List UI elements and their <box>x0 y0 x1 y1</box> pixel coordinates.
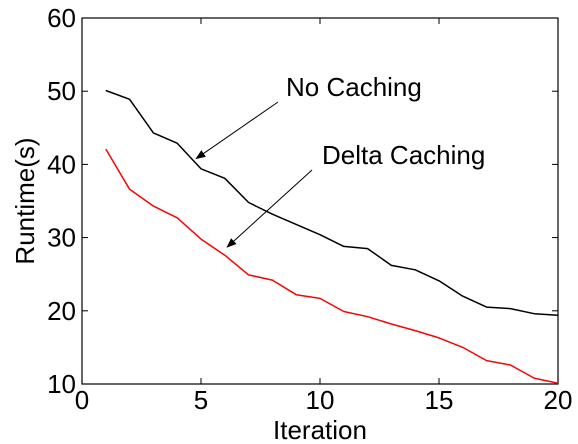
series-lines <box>105 89 559 385</box>
y-tick-label: 30 <box>47 223 76 253</box>
x-tick-label: 10 <box>306 385 335 415</box>
annotation-arrow <box>195 101 279 160</box>
y-tick-label: 50 <box>47 76 76 106</box>
x-tick-label: 20 <box>544 385 573 415</box>
annotation-label: No Caching <box>286 72 422 102</box>
axis-ticks: 0 5 10 15 20 10 20 30 40 50 60 <box>47 3 572 415</box>
y-tick-label: 20 <box>47 296 76 326</box>
y-tick-label: 60 <box>47 3 76 33</box>
y-tick-label: 10 <box>47 369 76 399</box>
y-tick-label: 40 <box>47 149 76 179</box>
x-tick-label: 15 <box>425 385 454 415</box>
annotation-label: Delta Caching <box>322 140 485 170</box>
x-tick-label: 5 <box>194 385 208 415</box>
annotations: No Caching Delta Caching <box>195 72 485 248</box>
y-axis-label: Runtime(s) <box>10 137 40 264</box>
series-line-no-caching <box>105 89 559 316</box>
x-tick-label: 0 <box>75 385 89 415</box>
series-line-delta-caching <box>105 148 559 385</box>
x-axis-label: Iteration <box>273 415 367 444</box>
annotation-arrow <box>226 169 313 248</box>
